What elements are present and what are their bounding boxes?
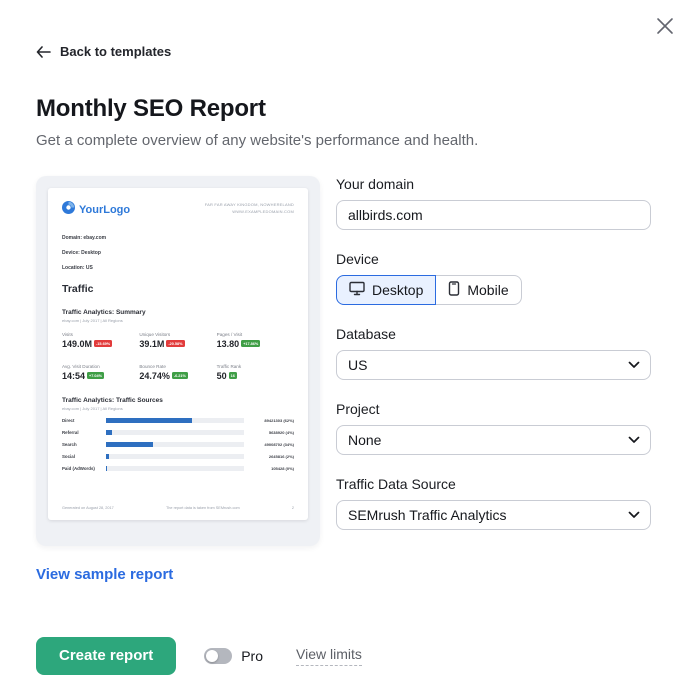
report-section-title: Traffic	[62, 282, 94, 295]
close-icon[interactable]	[651, 12, 679, 40]
source-row-direct: Direct 89421303 (62%)	[62, 417, 294, 423]
source-row-social: Social 2645816 (2%)	[62, 453, 294, 459]
chevron-down-icon	[628, 361, 640, 369]
trend-badge: -6.21%	[171, 372, 188, 379]
traffic-sources-chart: Direct 89421303 (62%) Referral 5638920 (…	[62, 417, 294, 471]
stat-avg-visit-duration: Avg. Visit Duration 14:54 +7.04%	[62, 363, 105, 381]
bar-fill	[106, 465, 107, 471]
stat-bounce-rate: Bounce Rate 24.74% -6.21%	[139, 363, 188, 381]
stat-visits: Visits 149.0M -15.69%	[62, 331, 113, 349]
trend-badge: -20.58%	[166, 340, 185, 347]
report-meta-location: Location: US	[62, 264, 93, 271]
back-label: Back to templates	[60, 44, 172, 59]
device-option-desktop[interactable]: Desktop	[336, 274, 437, 305]
device-option-label: Desktop	[372, 281, 424, 298]
project-selected-value: None	[348, 431, 382, 448]
stat-traffic-rank: Traffic Rank 50 16	[216, 363, 242, 381]
project-field-label: Project	[336, 400, 380, 417]
address-line-1: FAR FAR AWAY KINGDOM, NOWHERELAND	[204, 201, 294, 207]
database-selected-value: US	[348, 356, 368, 373]
report-footer-page-number: 2	[291, 505, 294, 510]
summary-title: Traffic Analytics: Summary	[62, 308, 146, 316]
modal-footer: Create report Pro View limits	[36, 636, 651, 675]
report-footer-source: The report data is taken from SEMrush.co…	[165, 505, 240, 510]
desktop-icon	[349, 281, 365, 299]
device-field-label: Device	[336, 250, 379, 267]
project-select[interactable]: None	[336, 424, 651, 455]
report-meta-domain: Domain: ebay.com	[62, 234, 107, 241]
source-row-search: Search 49008702 (34%)	[62, 441, 294, 447]
bar-fill	[106, 441, 153, 447]
view-limits-link[interactable]: View limits	[296, 646, 362, 666]
report-footer-date: Generated on August 28, 2017	[62, 505, 114, 510]
logo-text: YourLogo	[79, 203, 131, 216]
stat-unique-visitors: Unique Visitors 39.1M -20.58%	[139, 331, 185, 349]
bar-fill	[106, 429, 112, 435]
report-preview-card: YourLogo FAR FAR AWAY KINGDOM, NOWHERELA…	[36, 175, 320, 546]
traffic-data-source-field-label: Traffic Data Source	[336, 475, 456, 492]
traffic-data-source-selected-value: SEMrush Traffic Analytics	[348, 506, 507, 523]
sources-title: Traffic Analytics: Traffic Sources	[62, 396, 163, 404]
toggle-knob	[206, 649, 219, 662]
logo-icon	[62, 200, 75, 219]
database-select[interactable]: US	[336, 349, 651, 380]
create-report-button[interactable]: Create report	[36, 636, 177, 675]
trend-badge: 16	[228, 372, 237, 379]
chevron-down-icon	[628, 511, 640, 519]
source-row-paid: Paid (AdWords) 105428 (0%)	[62, 465, 294, 471]
device-option-label: Mobile	[467, 281, 509, 298]
device-segmented-control: Desktop Mobile	[336, 274, 522, 305]
summary-stats-grid: Visits 149.0M -15.69% Unique Visitors 39…	[62, 332, 294, 381]
report-meta-device: Device: Desktop	[62, 249, 101, 256]
database-field-label: Database	[336, 325, 396, 342]
view-sample-report-link[interactable]: View sample report	[36, 565, 174, 583]
pro-toggle-label: Pro	[241, 647, 263, 664]
domain-input[interactable]	[336, 199, 651, 230]
summary-subtitle: ebay.com | July 2017 | All Regions	[62, 317, 123, 323]
pro-toggle[interactable]	[204, 647, 233, 664]
back-to-templates-link[interactable]: Back to templates	[36, 44, 171, 59]
report-settings-form: Your domain Device Desktop	[336, 176, 651, 584]
device-option-mobile[interactable]: Mobile	[436, 274, 522, 305]
report-logo: YourLogo	[62, 200, 131, 219]
domain-field-label: Your domain	[336, 175, 415, 192]
source-row-referral: Referral 5638920 (4%)	[62, 429, 294, 435]
traffic-data-source-select[interactable]: SEMrush Traffic Analytics	[336, 499, 651, 530]
mobile-icon	[448, 280, 460, 299]
back-arrow-icon	[36, 45, 51, 58]
page-subtitle: Get a complete overview of any website's…	[36, 131, 479, 149]
bar-fill	[106, 453, 110, 459]
report-page-footer: Generated on August 28, 2017 The report …	[62, 506, 294, 510]
trend-badge: +7.04%	[87, 372, 105, 379]
trend-badge: -15.69%	[94, 340, 113, 347]
bar-fill	[106, 417, 192, 423]
report-address: FAR FAR AWAY KINGDOM, NOWHERELAND WWW.EX…	[205, 201, 294, 215]
stat-pages-per-visit: Pages / Visit 13.80 +17.86%	[216, 331, 261, 349]
address-line-2: WWW.EXAMPLEDOMAIN.COM	[232, 208, 294, 214]
trend-badge: +17.86%	[241, 340, 261, 347]
report-preview-page: YourLogo FAR FAR AWAY KINGDOM, NOWHERELA…	[48, 187, 308, 520]
sources-subtitle: ebay.com | July 2017 | All Regions	[62, 405, 123, 411]
page-title: Monthly SEO Report	[36, 94, 266, 122]
chevron-down-icon	[628, 436, 640, 444]
